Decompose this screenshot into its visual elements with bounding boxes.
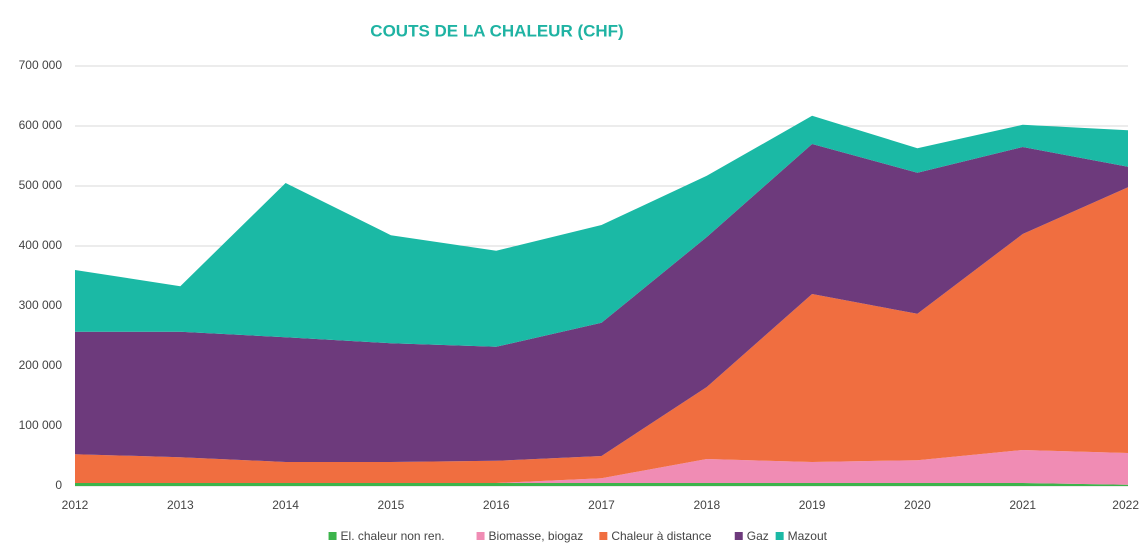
x-tick-label: 2019 — [799, 498, 826, 512]
legend-swatch — [775, 532, 784, 540]
legend-swatch — [599, 532, 608, 540]
y-tick-label: 100 000 — [19, 418, 63, 432]
legend-swatch — [734, 532, 743, 540]
area — [75, 450, 1128, 485]
area — [75, 187, 1128, 483]
area — [75, 483, 1128, 486]
x-tick-label: 2013 — [167, 498, 194, 512]
legend-label: Mazout — [788, 529, 828, 543]
legend-label: Biomasse, biogaz — [489, 529, 584, 543]
y-tick-label: 400 000 — [19, 238, 63, 252]
area — [75, 144, 1128, 462]
y-tick-label: 0 — [55, 478, 62, 492]
legend-swatch — [476, 532, 485, 540]
area — [75, 115, 1128, 347]
legend-label: Gaz — [747, 529, 769, 543]
x-tick-label: 2015 — [378, 498, 405, 512]
chart-title: COUTS DE LA CHALEUR (CHF) — [370, 21, 623, 40]
x-tick-label: 2018 — [693, 498, 720, 512]
legend-label: Chaleur à distance — [611, 529, 711, 543]
x-tick-label: 2017 — [588, 498, 615, 512]
y-tick-label: 500 000 — [19, 178, 63, 192]
x-tick-label: 2021 — [1009, 498, 1036, 512]
x-tick-label: 2016 — [483, 498, 510, 512]
x-tick-label: 2012 — [62, 498, 89, 512]
legend-label: El. chaleur non ren. — [341, 529, 445, 543]
y-tick-label: 200 000 — [19, 358, 63, 372]
x-tick-label: 2014 — [272, 498, 299, 512]
x-tick-label: 2020 — [904, 498, 931, 512]
y-tick-label: 300 000 — [19, 298, 63, 312]
x-tick-label: 2022 — [1112, 498, 1139, 512]
y-tick-label: 700 000 — [19, 58, 63, 72]
y-tick-label: 600 000 — [19, 118, 63, 132]
legend-swatch — [328, 532, 337, 540]
